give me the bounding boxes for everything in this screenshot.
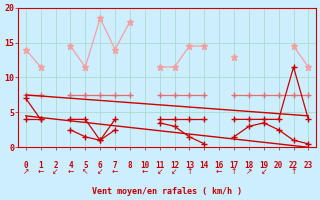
Text: ↗: ↗	[23, 167, 29, 176]
Text: ←: ←	[141, 167, 148, 176]
Text: ↙: ↙	[156, 167, 163, 176]
Text: ↖: ↖	[82, 167, 88, 176]
Text: ←: ←	[112, 167, 118, 176]
Text: ←: ←	[67, 167, 74, 176]
Text: ↙: ↙	[97, 167, 103, 176]
Text: ↙: ↙	[52, 167, 59, 176]
Text: ↗: ↗	[246, 167, 252, 176]
Text: ↑: ↑	[186, 167, 193, 176]
Text: ←: ←	[216, 167, 222, 176]
X-axis label: Vent moyen/en rafales ( km/h ): Vent moyen/en rafales ( km/h )	[92, 187, 242, 196]
Text: ↑: ↑	[231, 167, 237, 176]
Text: ←: ←	[37, 167, 44, 176]
Text: ↑: ↑	[290, 167, 297, 176]
Text: ↙: ↙	[171, 167, 178, 176]
Text: ↙: ↙	[260, 167, 267, 176]
